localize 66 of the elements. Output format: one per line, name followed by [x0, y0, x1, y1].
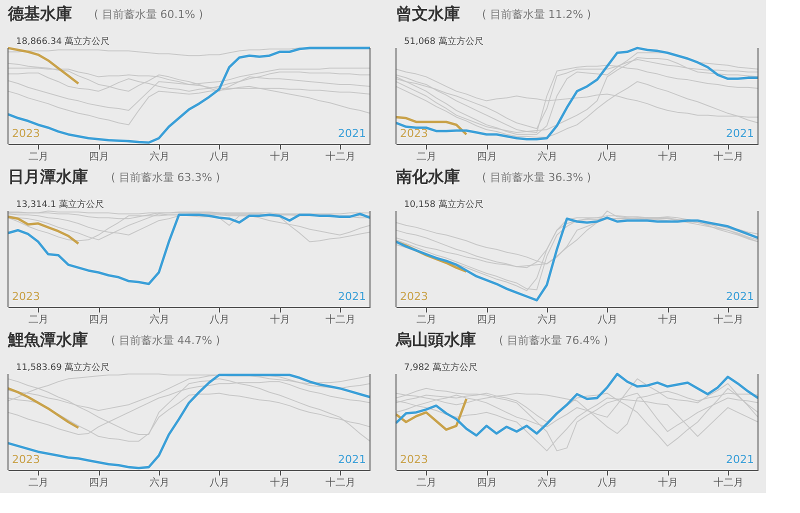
x-tick-label: 四月 — [89, 478, 109, 488]
x-tick-label: 十月 — [270, 150, 290, 162]
x-tick-label: 十月 — [658, 314, 678, 326]
x-tick-label: 六月 — [149, 314, 170, 326]
chart-subtitle: ( 目前蓄水量 76.4% ) — [499, 334, 608, 347]
x-tick-label: 四月 — [477, 478, 497, 488]
x-tick-label: 四月 — [477, 152, 497, 162]
x-tick-label: 八月 — [210, 152, 230, 162]
x-tick-label: 二月 — [416, 314, 437, 326]
x-tick-label: 八月 — [598, 314, 618, 326]
x-tick-label: 十二月 — [325, 476, 356, 488]
x-tick-label: 六月 — [537, 314, 558, 326]
text: 2021 — [338, 127, 366, 140]
text: 7,982 萬立方公尺 — [404, 362, 478, 373]
x-tick-label: 二月 — [28, 314, 49, 326]
x-tick-label: 六月 — [537, 476, 558, 488]
text: 2023 — [12, 453, 40, 466]
x-tick-label: 六月 — [537, 150, 558, 162]
text: 2023 — [12, 127, 40, 140]
x-tick-label: 二月 — [28, 478, 49, 488]
chart-title: 曾文水庫 — [396, 4, 460, 23]
x-tick-label: 十二月 — [713, 150, 744, 162]
text: 11,583.69 萬立方公尺 — [16, 362, 110, 373]
x-tick-label: 十二月 — [713, 314, 744, 326]
x-tick-label: 二月 — [416, 152, 437, 162]
text: 18,866.34 萬立方公尺 — [16, 36, 110, 47]
text: 2021 — [726, 290, 754, 303]
text: 51,068 萬立方公尺 — [404, 36, 484, 47]
x-tick-label: 十月 — [658, 476, 678, 488]
x-tick-label: 十二月 — [713, 476, 744, 488]
x-tick-label: 十二月 — [325, 314, 356, 326]
x-tick-label: 十月 — [270, 314, 290, 326]
x-tick-label: 二月 — [416, 478, 437, 488]
text: 2023 — [400, 453, 428, 466]
chart-title: 南化水庫 — [395, 167, 460, 186]
chart-subtitle: ( 目前蓄水量 36.3% ) — [482, 171, 592, 184]
x-tick-label: 四月 — [89, 152, 109, 162]
x-tick-label: 八月 — [598, 478, 618, 488]
text: 2021 — [338, 453, 366, 466]
x-tick-label: 八月 — [598, 152, 618, 162]
text: 2021 — [338, 290, 366, 303]
chart-subtitle: ( 目前蓄水量 44.7% ) — [111, 334, 220, 347]
chart-subtitle: ( 目前蓄水量 63.3% ) — [111, 171, 220, 184]
series-label: 2023 — [400, 127, 428, 140]
text: 10,158 萬立方公尺 — [404, 199, 484, 210]
chart-title: 德基水庫 — [7, 4, 72, 23]
x-tick-label: 八月 — [210, 314, 230, 326]
text: 2021 — [726, 127, 754, 140]
chart-subtitle: ( 目前蓄水量 11.2% ) — [482, 8, 592, 21]
x-tick-label: 十二月 — [325, 150, 356, 162]
chart-title: 鯉魚潭水庫 — [7, 330, 88, 349]
text: 2021 — [726, 453, 754, 466]
chart-title: 烏山頭水庫 — [395, 330, 476, 349]
x-tick-label: 四月 — [477, 314, 497, 326]
x-tick-label: 六月 — [149, 476, 170, 488]
text: 2023 — [400, 290, 428, 303]
x-tick-label: 六月 — [149, 150, 170, 162]
chart-title: 日月潭水庫 — [8, 167, 88, 186]
text: 13,314.1 萬立方公尺 — [16, 199, 104, 210]
x-tick-label: 十月 — [658, 150, 678, 162]
text: 2023 — [12, 290, 40, 303]
x-tick-label: 十月 — [270, 476, 290, 488]
x-tick-label: 八月 — [210, 478, 230, 488]
x-tick-label: 二月 — [28, 152, 49, 162]
x-tick-label: 四月 — [89, 314, 109, 326]
chart-subtitle: ( 目前蓄水量 60.1% ) — [94, 8, 204, 21]
